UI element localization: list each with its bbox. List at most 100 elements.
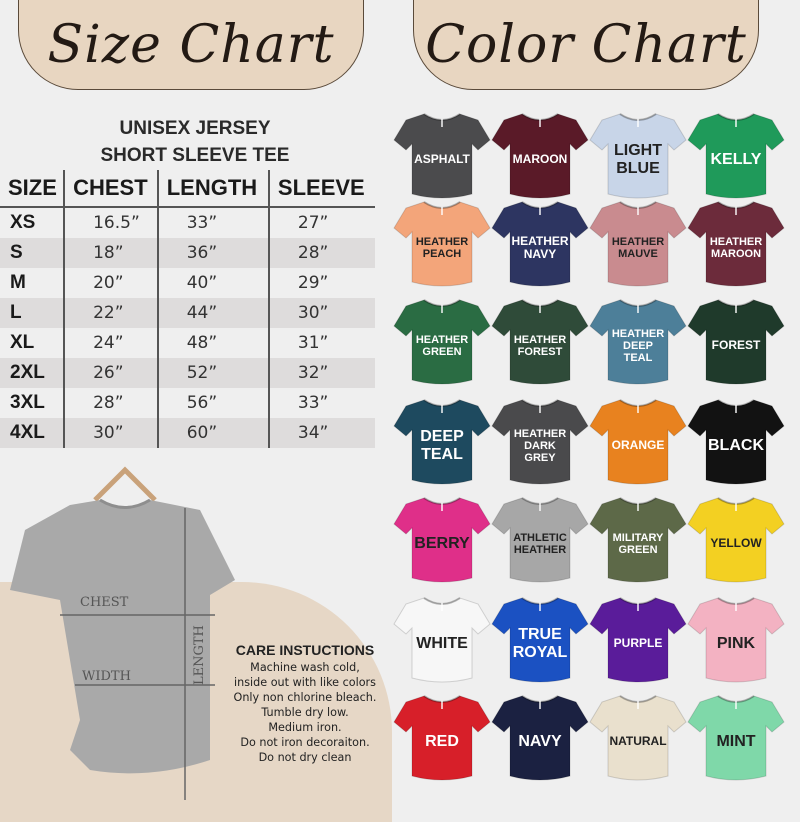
product-title: UNISEX JERSEY SHORT SLEEVE TEE xyxy=(60,115,330,169)
color-swatch-heather-peach: HEATHER PEACH xyxy=(392,198,492,288)
size-table-header: SIZE CHEST LENGTH SLEEVE xyxy=(0,170,375,208)
color-swatch-purple: PURPLE xyxy=(588,594,688,684)
tshirt-icon xyxy=(687,695,785,781)
tshirt-icon xyxy=(589,695,687,781)
size-chart-header: Size Chart xyxy=(18,0,364,90)
color-swatch-heather-green: HEATHER GREEN xyxy=(392,296,492,386)
size-row: 3XL 28” 56” 33” xyxy=(0,388,375,418)
column-header-length: LENGTH xyxy=(156,170,269,208)
tshirt-icon xyxy=(491,597,589,683)
color-chart-title: Color Chart xyxy=(425,15,747,75)
product-title-line-1: UNISEX JERSEY xyxy=(119,118,271,139)
color-label: LIGHT BLUE xyxy=(614,142,662,177)
care-title: CARE INSTUCTIONS xyxy=(235,642,375,658)
color-swatch-mint: MINT xyxy=(686,692,786,782)
color-swatch-heather-deep-teal: HEATHER DEEP TEAL xyxy=(588,296,688,386)
color-label: FOREST xyxy=(711,338,761,353)
tshirt-icon xyxy=(589,201,687,287)
measurement-cell: 28” xyxy=(63,388,158,418)
color-label: MAROON xyxy=(512,152,568,167)
care-line: Only non chlorine bleach. xyxy=(233,691,377,704)
care-line: inside out with like colors xyxy=(234,676,376,689)
care-line: Tumble dry low. xyxy=(261,706,349,719)
measurement-cell: 24” xyxy=(63,328,158,358)
color-label: MINT xyxy=(716,733,756,751)
tshirt-icon xyxy=(687,597,785,683)
color-swatch-heather-dark-grey: HEATHER DARK GREY xyxy=(490,396,590,486)
measurement-cell: 33” xyxy=(267,388,375,418)
color-swatch-black: BLACK xyxy=(686,396,786,486)
tshirt-icon xyxy=(589,497,687,583)
color-label: BLACK xyxy=(708,437,764,455)
size-cell: XS xyxy=(10,212,36,233)
color-swatch-pink: PINK xyxy=(686,594,786,684)
color-label: WHITE xyxy=(416,635,468,653)
care-line: Medium iron. xyxy=(268,721,342,734)
color-swatch-red: RED xyxy=(392,692,492,782)
tshirt-icon xyxy=(393,299,491,385)
color-swatch-heather-maroon: HEATHER MAROON xyxy=(686,198,786,288)
tshirt-icon xyxy=(393,597,491,683)
size-chart-title: Size Chart xyxy=(47,15,335,75)
color-swatch-orange: ORANGE xyxy=(588,396,688,486)
measurement-cell: 16.5” xyxy=(63,207,158,238)
size-cell: L xyxy=(0,298,65,328)
measurement-cell: 27” xyxy=(267,207,375,238)
measurement-cell: 44” xyxy=(156,298,269,328)
color-swatch-military-green: MILITARY GREEN xyxy=(588,494,688,584)
measurement-cell: 29” xyxy=(267,268,375,298)
measurement-cell: 56” xyxy=(156,388,269,418)
chest-label: CHEST xyxy=(80,595,129,610)
color-label: YELLOW xyxy=(710,536,762,551)
color-label: HEATHER MAROON xyxy=(709,235,763,260)
measurement-cell: 60” xyxy=(156,418,269,448)
size-row: XS 16.5” 33” 27” xyxy=(0,207,375,238)
color-swatch-light-blue: LIGHT BLUE xyxy=(588,110,688,200)
color-swatch-kelly: KELLY xyxy=(686,110,786,200)
color-swatch-navy: NAVY xyxy=(490,692,590,782)
color-label: HEATHER FOREST xyxy=(513,333,567,358)
measurement-cell: 30” xyxy=(63,418,158,448)
tshirt-icon xyxy=(687,113,785,199)
size-cell: S xyxy=(0,238,65,268)
tshirt-icon xyxy=(393,695,491,781)
color-label: HEATHER PEACH xyxy=(415,235,469,260)
size-row: 4XL 30” 60” 34” xyxy=(0,418,375,448)
care-line: Do not dry clean xyxy=(258,751,352,764)
tshirt-icon xyxy=(393,113,491,199)
measurement-cell: 30” xyxy=(267,298,375,328)
measurement-cell: 20” xyxy=(63,268,158,298)
tshirt-icon xyxy=(687,497,785,583)
color-swatch-white: WHITE xyxy=(392,594,492,684)
color-label: ASPHALT xyxy=(414,152,470,167)
tshirt-icon xyxy=(393,497,491,583)
color-swatch-true-royal: TRUE ROYAL xyxy=(490,594,590,684)
color-swatch-asphalt: ASPHALT xyxy=(392,110,492,200)
color-swatch-yellow: YELLOW xyxy=(686,494,786,584)
care-instructions: CARE INSTUCTIONS Machine wash cold, insid… xyxy=(222,642,388,765)
size-row: S 18” 36” 28” xyxy=(0,238,375,268)
color-label: RED xyxy=(425,733,459,751)
tshirt-icon xyxy=(393,201,491,287)
color-label: DEEP TEAL xyxy=(420,428,464,463)
tshirt-icon xyxy=(491,497,589,583)
size-cell: M xyxy=(10,272,26,293)
color-label: KELLY xyxy=(710,151,762,169)
measurement-cell: 18” xyxy=(63,238,158,268)
size-cell: XL xyxy=(10,332,35,353)
measurement-cell: 52” xyxy=(156,358,269,388)
tshirt-icon xyxy=(491,299,589,385)
hanger-icon xyxy=(93,466,157,502)
measurement-cell: 31” xyxy=(267,328,375,358)
color-swatch-berry: BERRY xyxy=(392,494,492,584)
size-table: SIZE CHEST LENGTH SLEEVE XS 16.5” 33” 27” S 18” 3… xyxy=(0,170,375,448)
tshirt-icon xyxy=(589,399,687,485)
color-swatch-forest: FOREST xyxy=(686,296,786,386)
tshirt-icon xyxy=(589,597,687,683)
tshirt-icon xyxy=(491,399,589,485)
tshirt-icon xyxy=(589,299,687,385)
measurement-cell: 40” xyxy=(156,268,269,298)
color-swatch-heather-forest: HEATHER FOREST xyxy=(490,296,590,386)
color-swatch-natural: NATURAL xyxy=(588,692,688,782)
size-row: 2XL 26” 52” 32” xyxy=(0,358,375,388)
